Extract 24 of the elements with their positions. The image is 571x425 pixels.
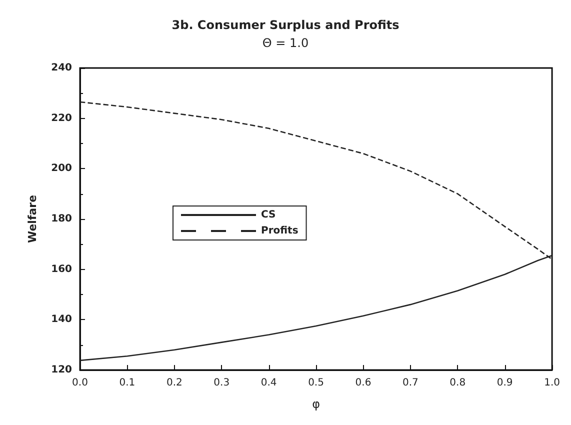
- chart-subtitle: Θ = 1.0: [262, 36, 309, 50]
- y-tick-label: 180: [51, 214, 72, 224]
- chart-title: 3b. Consumer Surplus and Profits: [172, 18, 400, 32]
- legend-label: Profits: [261, 226, 298, 236]
- x-axis-title: φ: [312, 397, 320, 411]
- x-tick-label: 0.7: [402, 378, 418, 388]
- x-tick-label: 0.2: [166, 378, 182, 388]
- y-tick-label: 120: [51, 364, 72, 376]
- y-axis-title: Welfare: [26, 194, 39, 244]
- legend-label: CS: [261, 210, 276, 220]
- y-tick-label: 220: [51, 112, 72, 124]
- x-tick-label: 0.6: [355, 378, 372, 388]
- y-tick-label: 200: [51, 163, 72, 174]
- x-tick-label: 0.5: [308, 378, 324, 388]
- x-tick-label: 0.0: [72, 378, 88, 388]
- y-tick-label: 240: [51, 62, 72, 74]
- x-tick-label: 0.9: [496, 378, 513, 388]
- x-tick-label: 0.3: [214, 378, 230, 388]
- x-tick-label: 1.0: [544, 378, 560, 388]
- x-tick-label: 0.8: [450, 378, 466, 388]
- x-tick-label: 0.1: [119, 378, 136, 388]
- x-tick-label: 0.4: [260, 378, 277, 388]
- y-tick-label: 160: [51, 264, 72, 275]
- y-tick-label: 140: [51, 314, 72, 326]
